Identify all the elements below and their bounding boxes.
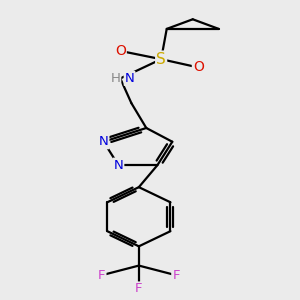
Text: F: F [98,269,106,282]
Text: N: N [99,135,108,148]
Text: H: H [110,72,120,85]
Text: N: N [113,159,123,172]
Text: O: O [115,44,126,58]
Text: F: F [135,283,142,296]
Text: O: O [193,60,204,74]
Text: S: S [156,52,166,67]
Text: F: F [172,269,180,282]
Text: N: N [125,72,134,85]
